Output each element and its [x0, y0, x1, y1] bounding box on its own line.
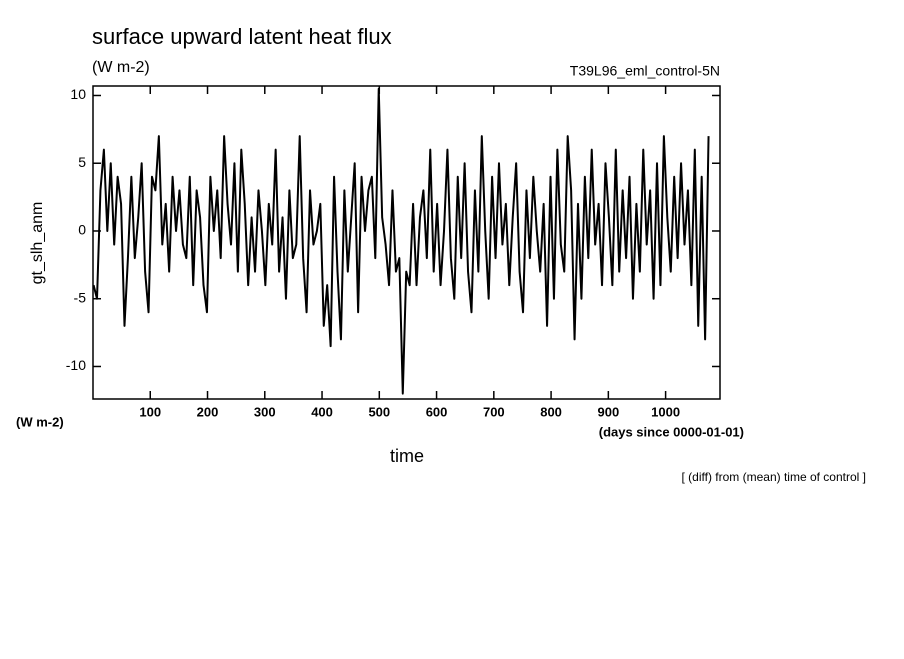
y-tick-label: -5 [74, 289, 87, 305]
y-tick-label: 10 [70, 86, 86, 102]
y-tick-label: -10 [66, 357, 86, 373]
x-tick-label: 1000 [651, 404, 680, 419]
run-label: T39L96_eml_control-5N [570, 63, 720, 79]
x-tick-label: 100 [139, 404, 161, 419]
y-tick-label: 5 [78, 154, 86, 170]
data-line [93, 87, 710, 395]
x-unit: (days since 0000-01-01) [599, 424, 744, 439]
x-tick-label: 900 [597, 404, 619, 419]
annotation: [ (diff) from (mean) time of control ] [682, 470, 867, 484]
y-axis-label: gt_slh_anm [29, 202, 46, 285]
x-tick-label: 200 [197, 404, 219, 419]
chart-title: surface upward latent heat flux [92, 24, 392, 49]
plot-frame [92, 85, 721, 400]
x-tick-label: 700 [483, 404, 505, 419]
y-unit: (W m-2) [16, 414, 64, 429]
x-axis-label: time [390, 446, 424, 466]
x-tick-label: 300 [254, 404, 276, 419]
subtitle: (W m-2) [92, 59, 150, 76]
x-tick-label: 600 [426, 404, 448, 419]
x-tick-label: 800 [540, 404, 562, 419]
y-tick-label: 0 [78, 222, 86, 238]
x-tick-label: 500 [368, 404, 390, 419]
x-tick-label: 400 [311, 404, 333, 419]
